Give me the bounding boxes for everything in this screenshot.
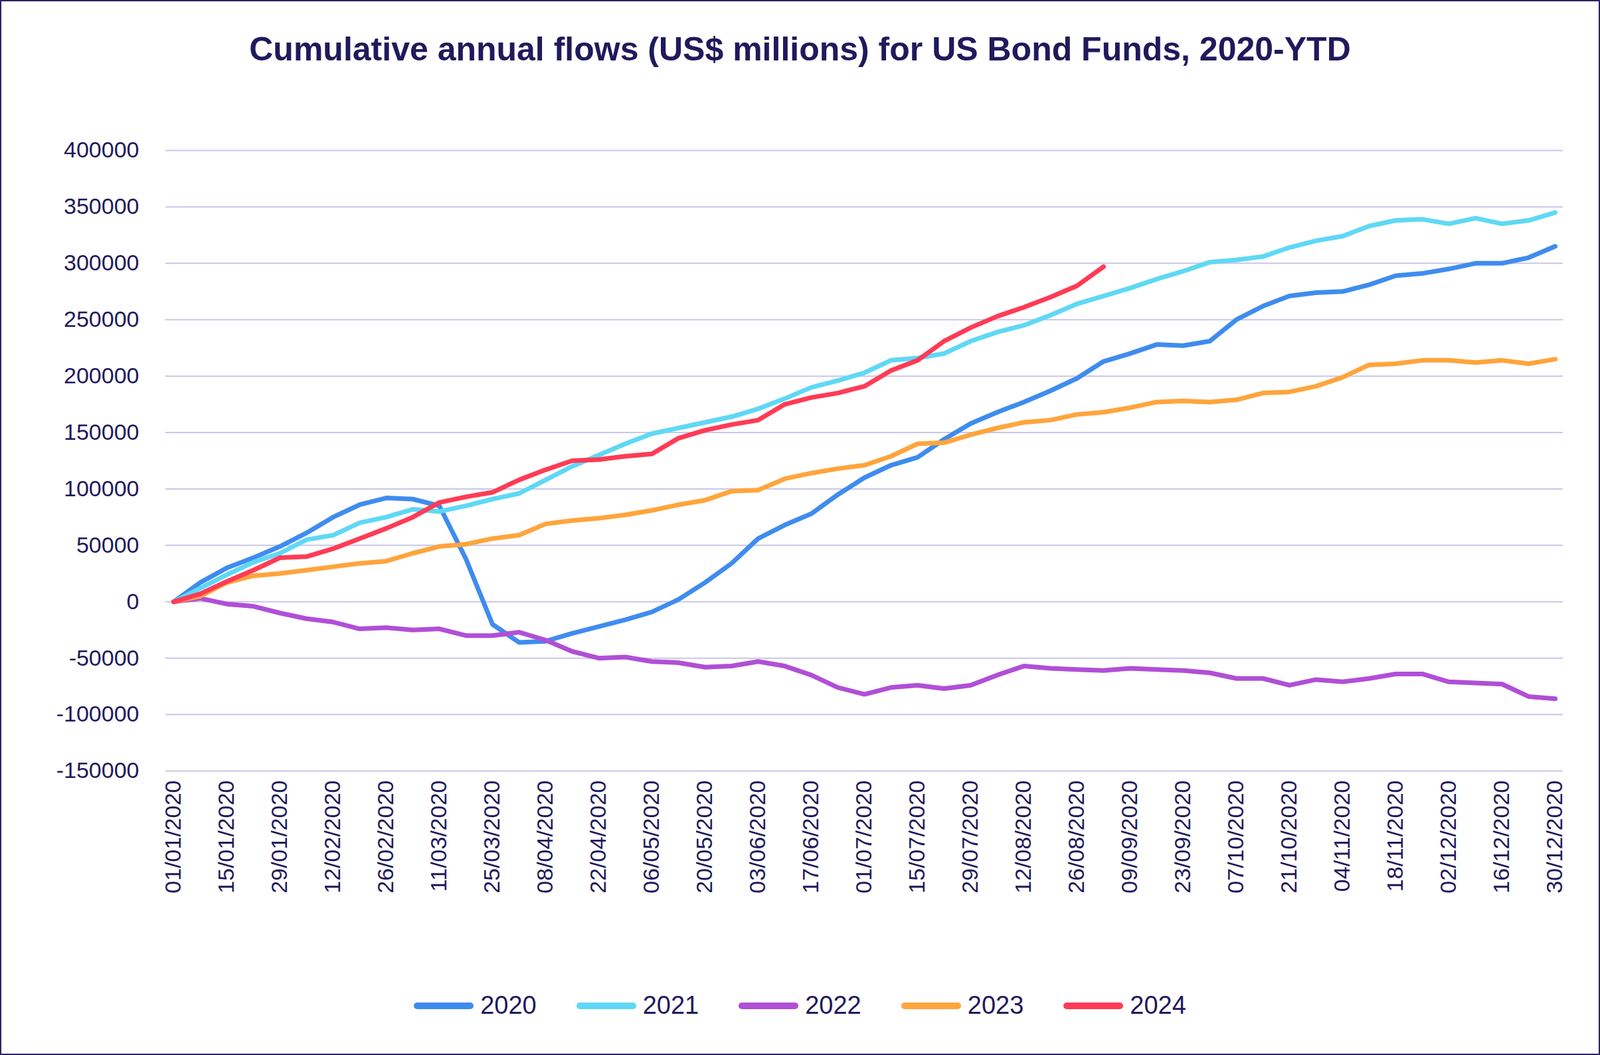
svg-text:08/04/2020: 08/04/2020 xyxy=(532,780,558,894)
svg-text:150000: 150000 xyxy=(63,419,139,445)
svg-text:17/06/2020: 17/06/2020 xyxy=(797,780,823,894)
svg-text:-100000: -100000 xyxy=(56,700,140,726)
svg-text:29/01/2020: 29/01/2020 xyxy=(266,780,292,894)
svg-text:26/08/2020: 26/08/2020 xyxy=(1063,780,1089,894)
html-text:2021: 2021 xyxy=(642,990,699,1019)
html-text:Cumulative annual flows (US$ m: Cumulative annual flows (US$ millions) f… xyxy=(249,30,1351,68)
svg-text:12/08/2020: 12/08/2020 xyxy=(1010,780,1036,894)
svg-text:-150000: -150000 xyxy=(56,757,140,783)
svg-text:21/10/2020: 21/10/2020 xyxy=(1275,780,1302,894)
svg-text:07/10/2020: 07/10/2020 xyxy=(1222,780,1248,894)
svg-text:200000: 200000 xyxy=(63,362,139,388)
svg-text:15/01/2020: 15/01/2020 xyxy=(213,780,239,894)
html-text:2022: 2022 xyxy=(805,990,862,1019)
svg-text:-50000: -50000 xyxy=(69,644,140,671)
html-text:2020: 2020 xyxy=(480,990,537,1019)
svg-text:250000: 250000 xyxy=(63,306,139,332)
svg-text:0: 0 xyxy=(126,588,140,614)
svg-text:23/09/2020: 23/09/2020 xyxy=(1169,780,1195,894)
svg-text:15/07/2020: 15/07/2020 xyxy=(903,780,930,894)
svg-text:400000: 400000 xyxy=(63,136,139,163)
svg-text:100000: 100000 xyxy=(63,475,139,501)
svg-text:11/03/2020: 11/03/2020 xyxy=(425,780,451,892)
svg-text:20/05/2020: 20/05/2020 xyxy=(691,780,717,894)
svg-text:50000: 50000 xyxy=(76,532,140,558)
svg-text:25/03/2020: 25/03/2020 xyxy=(478,780,505,894)
svg-text:22/04/2020: 22/04/2020 xyxy=(585,780,611,894)
svg-text:04/11/2020: 04/11/2020 xyxy=(1329,780,1355,892)
svg-text:01/01/2020: 01/01/2020 xyxy=(160,780,186,894)
svg-text:09/09/2020: 09/09/2020 xyxy=(1116,780,1142,894)
svg-text:06/05/2020: 06/05/2020 xyxy=(638,780,664,894)
html-text:2024: 2024 xyxy=(1129,990,1187,1019)
svg-text:03/06/2020: 03/06/2020 xyxy=(744,780,770,894)
html-text:2023: 2023 xyxy=(967,990,1024,1019)
svg-text:18/11/2020: 18/11/2020 xyxy=(1382,780,1408,892)
svg-text:16/12/2020: 16/12/2020 xyxy=(1488,780,1514,894)
svg-text:02/12/2020: 02/12/2020 xyxy=(1435,780,1461,894)
svg-text:30/12/2020: 30/12/2020 xyxy=(1541,780,1567,894)
svg-text:350000: 350000 xyxy=(63,193,139,219)
svg-text:12/02/2020: 12/02/2020 xyxy=(319,780,345,894)
svg-text:29/07/2020: 29/07/2020 xyxy=(957,780,983,894)
svg-text:01/07/2020: 01/07/2020 xyxy=(850,780,877,894)
svg-text:300000: 300000 xyxy=(63,249,139,275)
svg-text:26/02/2020: 26/02/2020 xyxy=(372,780,398,894)
